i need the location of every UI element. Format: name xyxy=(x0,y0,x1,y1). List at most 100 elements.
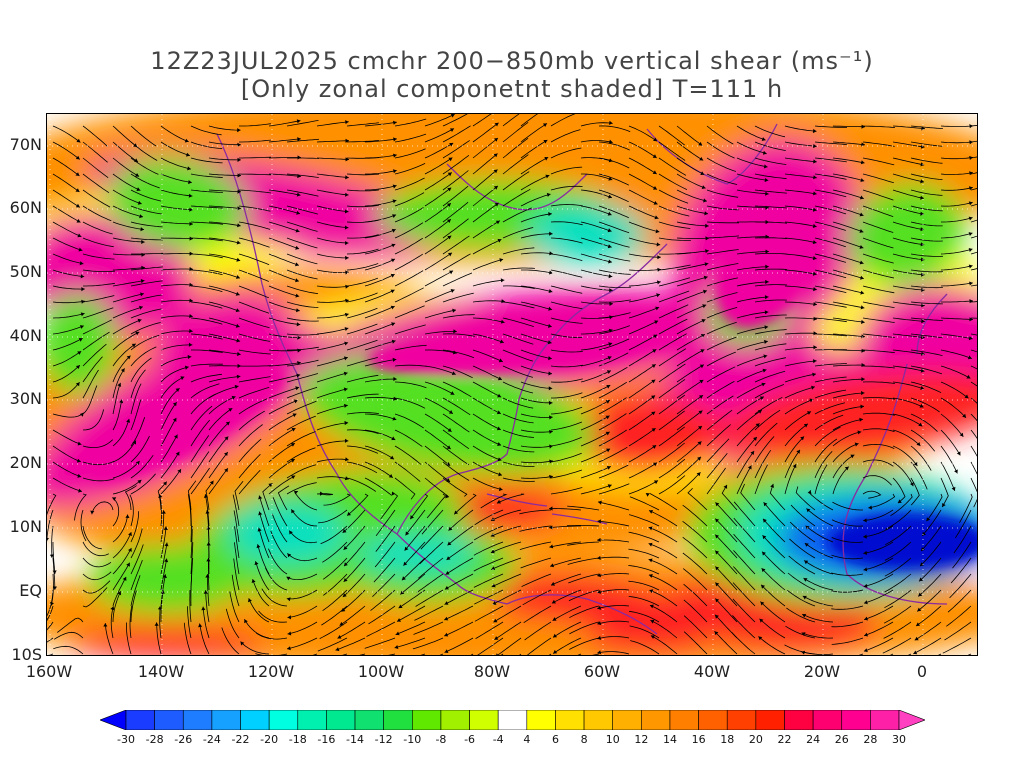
streamline xyxy=(598,253,631,262)
streamline xyxy=(832,125,866,128)
streamline-arrow xyxy=(237,206,241,211)
streamline xyxy=(394,364,427,367)
streamline xyxy=(676,425,703,447)
streamline xyxy=(736,382,766,399)
streamline xyxy=(803,577,834,591)
streamline xyxy=(208,189,241,193)
streamline xyxy=(519,525,552,532)
streamline-arrow xyxy=(80,312,85,317)
streamline xyxy=(473,541,504,556)
streamline xyxy=(706,189,739,198)
streamline xyxy=(130,221,163,228)
streamline xyxy=(346,140,380,143)
streamline xyxy=(520,365,553,375)
streamline-arrow xyxy=(760,601,765,606)
colorbar-label: -30 xyxy=(117,733,135,746)
streamline xyxy=(190,373,222,383)
streamline xyxy=(502,301,535,309)
streamline xyxy=(286,482,317,495)
streamline xyxy=(941,300,974,303)
streamline-arrow xyxy=(447,541,452,546)
streamline-arrow xyxy=(715,534,719,539)
streamline xyxy=(160,173,192,183)
streamline xyxy=(256,632,288,640)
colorbar-box xyxy=(583,710,614,730)
streamline xyxy=(208,269,241,279)
streamline xyxy=(940,202,973,207)
streamline xyxy=(413,621,444,635)
streamline xyxy=(658,237,691,241)
streamline xyxy=(394,222,424,239)
streamline xyxy=(520,123,548,143)
streamline xyxy=(740,483,756,511)
streamline xyxy=(233,510,240,543)
streamline-arrow xyxy=(803,423,808,428)
streamline xyxy=(910,205,943,212)
streamline xyxy=(706,321,737,335)
streamline xyxy=(676,304,707,319)
streamline xyxy=(754,343,787,351)
streamline xyxy=(715,502,738,527)
streamline-arrow xyxy=(391,322,396,327)
streamline xyxy=(238,189,271,194)
streamline xyxy=(208,285,240,296)
streamline xyxy=(208,253,241,262)
streamline xyxy=(364,396,397,400)
streamline xyxy=(52,237,83,251)
streamline-arrow xyxy=(224,468,228,473)
shear-region xyxy=(88,366,286,482)
streamline xyxy=(581,173,613,181)
streamline-arrow xyxy=(293,490,298,495)
streamline xyxy=(598,397,627,415)
streamline xyxy=(424,477,449,499)
shear-map-canvas xyxy=(47,114,977,655)
streamline xyxy=(521,269,553,274)
streamline-arrow xyxy=(120,368,125,373)
streamline xyxy=(892,333,925,339)
streamline-arrow xyxy=(189,236,193,241)
streamline xyxy=(785,625,816,639)
streamline xyxy=(160,366,189,383)
streamline-arrow xyxy=(649,510,653,514)
streamline xyxy=(520,156,549,175)
streamline-arrow xyxy=(81,287,85,292)
streamline xyxy=(628,189,658,205)
streamline-arrow xyxy=(648,558,653,563)
streamline xyxy=(715,582,738,607)
streamline-arrow xyxy=(345,298,349,303)
streamline-arrow xyxy=(209,480,214,485)
streamline xyxy=(286,589,318,600)
streamline xyxy=(424,172,453,191)
streamline xyxy=(82,125,108,147)
streamline xyxy=(472,122,499,143)
streamline xyxy=(286,173,319,178)
streamline xyxy=(676,157,705,176)
streamline xyxy=(784,317,818,320)
streamline-arrow xyxy=(135,173,140,177)
streamline-arrow xyxy=(345,175,349,180)
colorbar-label: -4 xyxy=(492,733,504,746)
streamline xyxy=(160,526,167,559)
streamline-arrow xyxy=(761,568,766,573)
streamline-arrow xyxy=(813,191,817,196)
streamline-arrow xyxy=(968,232,973,236)
streamline xyxy=(597,501,630,511)
streamline-arrow xyxy=(764,325,769,330)
streamline-arrow xyxy=(864,600,868,605)
streamline xyxy=(190,301,223,309)
streamline xyxy=(502,349,534,362)
streamline xyxy=(917,573,942,597)
streamline xyxy=(658,348,687,367)
streamline xyxy=(472,114,492,127)
streamline xyxy=(502,477,535,482)
streamline-arrow xyxy=(608,274,613,279)
streamline xyxy=(920,525,942,552)
streamline-arrow xyxy=(235,308,240,313)
streamline xyxy=(364,289,395,303)
streamline-arrow xyxy=(172,402,177,407)
shear-map xyxy=(46,113,978,656)
streamline-arrow xyxy=(606,448,611,453)
streamline xyxy=(364,154,397,159)
streamline-arrow xyxy=(653,201,658,205)
streamline xyxy=(814,141,847,145)
